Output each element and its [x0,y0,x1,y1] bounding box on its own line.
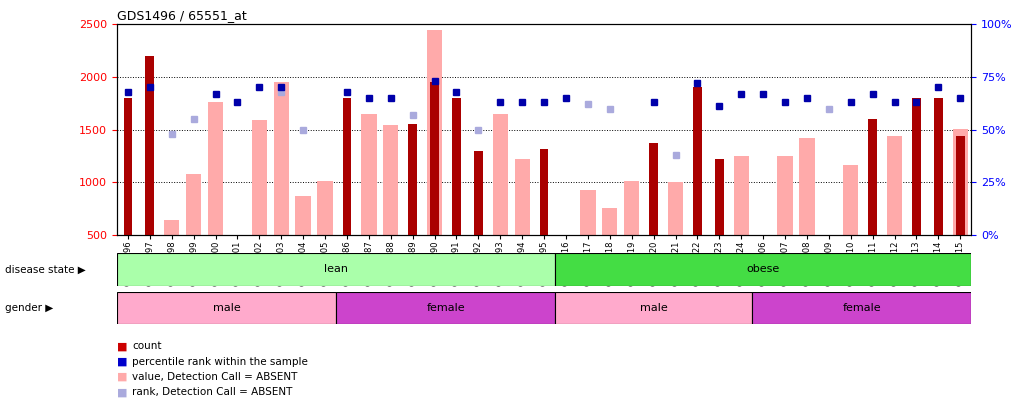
Text: ■: ■ [117,372,127,382]
Bar [715,159,724,235]
Text: ■: ■ [117,357,127,367]
Bar [515,159,530,235]
Bar [649,143,658,235]
Text: female: female [842,303,881,313]
Bar [383,126,399,235]
Text: GDS1496 / 65551_at: GDS1496 / 65551_at [117,9,247,22]
Bar [953,128,968,235]
Bar [317,181,333,235]
Bar [693,87,702,235]
Bar [581,190,596,235]
Text: ■: ■ [117,388,127,397]
Bar [207,102,223,235]
Bar [934,98,943,235]
Text: male: male [213,303,240,313]
Bar [427,30,442,235]
Bar [753,292,971,324]
Bar [343,98,351,235]
Text: ■: ■ [117,341,127,351]
Bar [668,182,683,235]
Text: percentile rank within the sample: percentile rank within the sample [132,357,308,367]
Bar [336,292,555,324]
Bar [799,138,815,235]
Bar [540,149,548,235]
Text: female: female [426,303,465,313]
Bar [474,151,483,235]
Text: rank, Detection Call = ABSENT: rank, Detection Call = ABSENT [132,388,293,397]
Text: obese: obese [746,264,780,274]
Bar [555,253,971,286]
Bar [733,156,749,235]
Bar [274,82,289,235]
Bar [408,124,417,235]
Bar [624,181,640,235]
Text: disease state ▶: disease state ▶ [5,264,85,274]
Bar [912,98,920,235]
Text: gender ▶: gender ▶ [5,303,53,313]
Bar [777,156,792,235]
Bar [123,98,132,235]
Bar [145,56,155,235]
Bar [361,114,376,235]
Bar [296,196,311,235]
Text: lean: lean [324,264,348,274]
Bar [117,292,336,324]
Text: male: male [640,303,667,313]
Bar [251,120,267,235]
Bar [887,136,902,235]
Bar [843,165,858,235]
Text: count: count [132,341,162,351]
Bar [164,220,179,235]
Bar [492,114,507,235]
Bar [117,253,555,286]
Bar [430,82,439,235]
Bar [453,98,461,235]
Text: value, Detection Call = ABSENT: value, Detection Call = ABSENT [132,372,298,382]
Bar [602,207,617,235]
Bar [956,136,965,235]
Bar [869,119,877,235]
Bar [186,174,201,235]
Bar [555,292,753,324]
